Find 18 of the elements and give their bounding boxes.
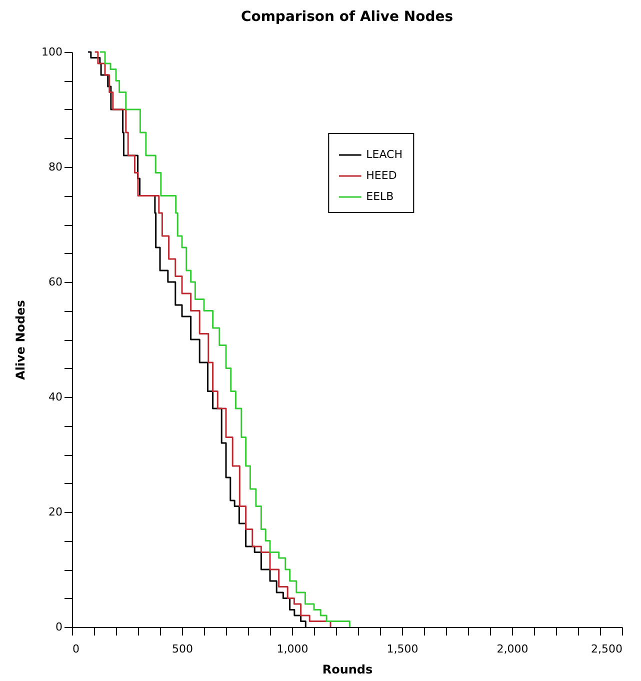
y-tick-label: 40 [48, 390, 62, 404]
legend-label: HEED [366, 169, 397, 182]
x-tick-label: 2,000 [496, 642, 528, 656]
x-tick-label: 1,000 [276, 642, 308, 656]
chart-title: Comparison of Alive Nodes [240, 9, 454, 25]
y-tick-label: 100 [42, 46, 62, 58]
x-tick-label: 1,500 [386, 642, 418, 656]
y-tick-label: 20 [48, 506, 62, 518]
x-tick-label: 500 [172, 642, 193, 656]
x-axis-title: Rounds [322, 662, 373, 676]
x-tick-label: 2,500 [591, 642, 622, 656]
x-tick-label: 0 [72, 642, 80, 656]
y-tick-label: 0 [56, 620, 62, 634]
y-axis-title: Alive Nodes [14, 300, 28, 380]
legend-label: LEACH [366, 148, 403, 161]
y-tick-label: 80 [48, 160, 62, 174]
y-tick-label: 60 [48, 276, 62, 288]
legend-label: EELB [366, 190, 394, 203]
